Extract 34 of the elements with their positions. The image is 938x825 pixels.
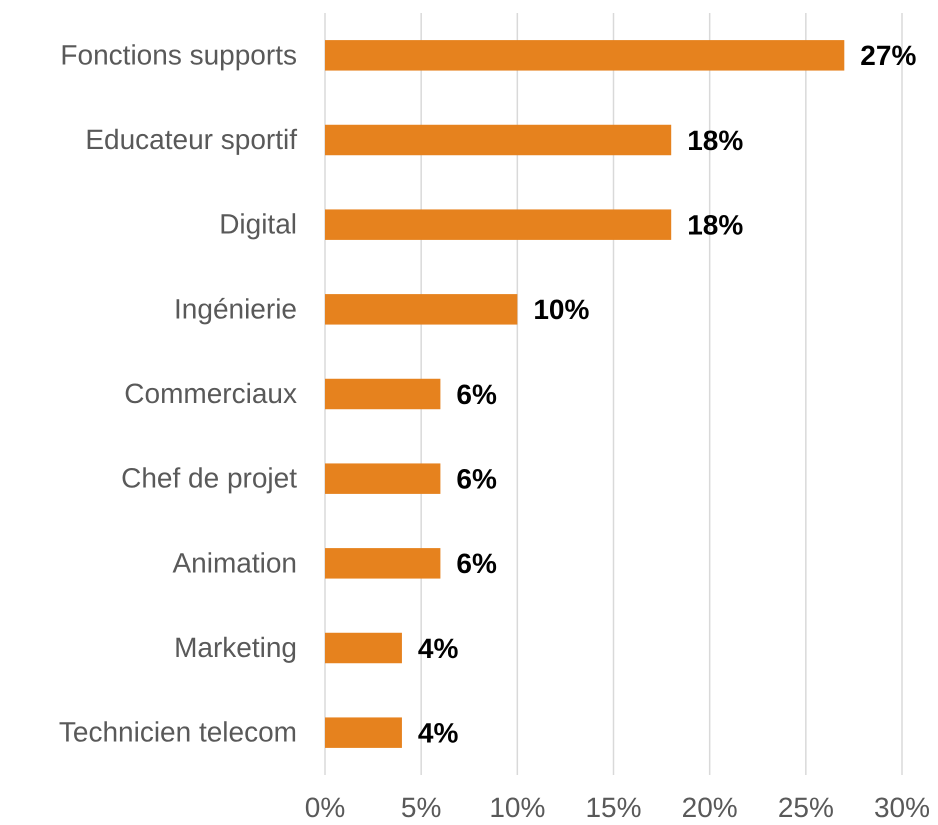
x-tick-label: 0% xyxy=(304,792,346,823)
bar xyxy=(325,209,672,240)
x-tick-label: 30% xyxy=(874,792,930,823)
bar xyxy=(325,124,672,156)
x-tick-label: 20% xyxy=(682,792,738,823)
y-tick-label: Technicien telecom xyxy=(58,716,297,748)
y-tick-label: Commerciaux xyxy=(124,378,297,409)
y-tick-label: Digital xyxy=(219,208,297,240)
data-label: 18% xyxy=(687,209,744,240)
data-label: 4% xyxy=(418,717,459,748)
bar xyxy=(325,378,440,410)
data-label: 10% xyxy=(533,294,590,326)
y-tick-label: Marketing xyxy=(174,632,297,663)
y-tick-label: Chef de projet xyxy=(121,462,298,494)
y-tick-label: Animation xyxy=(172,547,297,578)
bar xyxy=(325,40,844,71)
bar xyxy=(325,548,440,579)
data-label: 6% xyxy=(456,378,497,410)
data-label: 18% xyxy=(687,124,744,156)
bar xyxy=(325,632,402,664)
data-label: 6% xyxy=(456,548,497,580)
x-tick-label: 5% xyxy=(400,792,442,823)
data-label: 4% xyxy=(418,632,459,664)
x-tick-label: 15% xyxy=(585,792,642,823)
y-tick-label: Ingénierie xyxy=(174,293,297,324)
y-tick-label: Educateur sportif xyxy=(85,124,298,155)
bar xyxy=(325,294,518,325)
data-label: 6% xyxy=(456,463,497,494)
x-tick-label: 10% xyxy=(489,792,546,823)
bar xyxy=(325,463,440,494)
x-tick-label: 25% xyxy=(778,792,834,823)
bar xyxy=(325,717,402,748)
data-label: 27% xyxy=(860,40,916,72)
y-tick-label: Fonctions supports xyxy=(60,39,297,70)
